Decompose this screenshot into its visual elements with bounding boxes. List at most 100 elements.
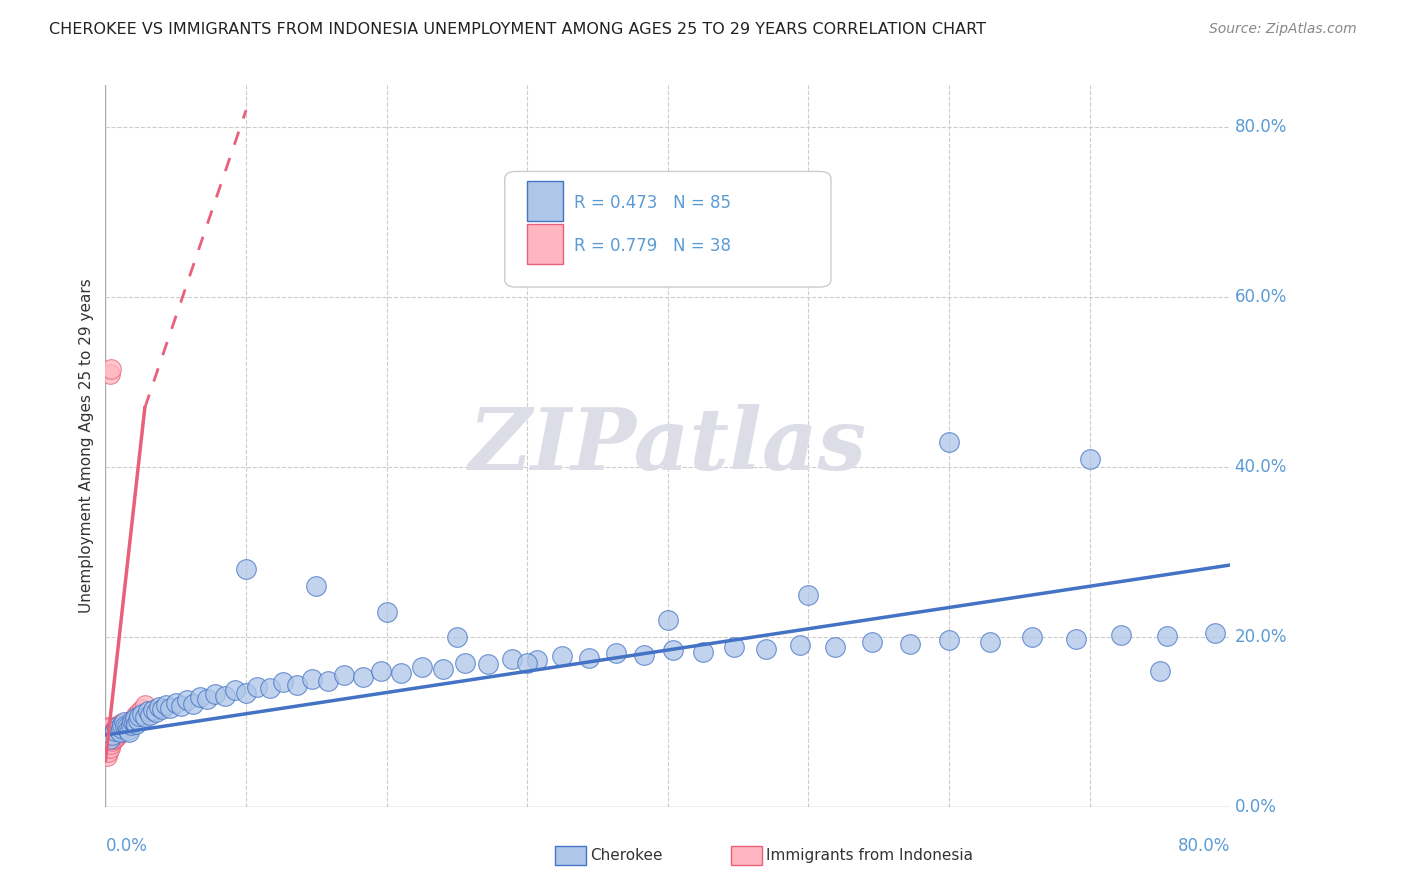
Point	[121, 714, 143, 728]
Point	[1109, 628, 1132, 642]
Text: 0.0%: 0.0%	[105, 837, 148, 855]
Point	[97, 745, 120, 759]
Point	[723, 640, 745, 655]
Point	[127, 713, 149, 727]
Point	[446, 630, 468, 644]
Point	[120, 714, 142, 728]
Point	[204, 687, 226, 701]
Point	[104, 731, 127, 745]
Y-axis label: Unemployment Among Ages 25 to 29 years: Unemployment Among Ages 25 to 29 years	[79, 278, 94, 614]
Point	[96, 723, 118, 738]
Point	[370, 665, 392, 679]
Point	[633, 648, 655, 662]
Point	[114, 719, 136, 733]
Point	[97, 728, 120, 742]
Point	[111, 722, 134, 736]
Point	[122, 715, 145, 730]
Point	[1204, 626, 1226, 640]
Point	[96, 740, 118, 755]
Point	[104, 723, 127, 738]
Point	[128, 705, 150, 719]
Point	[101, 725, 124, 739]
Point	[107, 722, 129, 736]
Point	[98, 732, 121, 747]
Point	[657, 613, 679, 627]
Text: Immigrants from Indonesia: Immigrants from Indonesia	[766, 848, 973, 863]
Point	[1156, 629, 1178, 643]
Point	[150, 701, 173, 715]
Text: 0.0%: 0.0%	[1234, 798, 1277, 816]
Point	[235, 685, 257, 699]
Point	[104, 722, 127, 736]
Point	[131, 706, 153, 721]
Point	[122, 712, 145, 726]
Point	[96, 749, 118, 764]
Point	[755, 642, 778, 657]
Point	[112, 715, 135, 730]
Point	[97, 719, 120, 733]
Point	[170, 699, 193, 714]
Point	[454, 656, 477, 670]
Point	[516, 656, 538, 670]
Point	[100, 728, 122, 742]
Point	[107, 727, 129, 741]
Point	[352, 670, 374, 684]
Point	[188, 690, 211, 704]
Point	[411, 660, 433, 674]
Point	[176, 693, 198, 707]
Point	[938, 434, 960, 449]
Point	[316, 673, 339, 688]
Point	[125, 717, 148, 731]
Point	[235, 562, 257, 576]
Point	[285, 678, 308, 692]
Point	[1149, 665, 1171, 679]
Point	[128, 709, 150, 723]
Point	[108, 725, 131, 739]
Point	[117, 723, 139, 737]
Point	[125, 708, 148, 723]
Point	[1078, 451, 1101, 466]
Point	[98, 723, 121, 738]
Point	[101, 728, 124, 742]
Point	[501, 651, 523, 665]
Point	[692, 645, 714, 659]
Point	[824, 640, 846, 654]
Point	[110, 723, 132, 738]
Point	[389, 665, 412, 680]
Point	[105, 719, 128, 733]
Point	[120, 718, 142, 732]
Text: Cherokee: Cherokee	[591, 848, 664, 863]
Point	[1021, 630, 1043, 644]
Point	[100, 719, 122, 733]
Point	[108, 717, 131, 731]
Point	[477, 657, 499, 672]
Point	[375, 605, 398, 619]
Point	[551, 648, 574, 663]
Text: R = 0.779   N = 38: R = 0.779 N = 38	[575, 237, 731, 255]
Point	[111, 718, 134, 732]
Point	[136, 704, 159, 718]
Text: 60.0%: 60.0%	[1234, 288, 1286, 306]
Point	[898, 637, 921, 651]
Point	[105, 720, 128, 734]
Point	[148, 700, 170, 714]
Point	[142, 702, 165, 716]
Point	[159, 701, 181, 715]
Point	[98, 367, 121, 381]
Point	[246, 680, 269, 694]
Point	[115, 720, 138, 734]
Point	[578, 650, 600, 665]
Point	[432, 662, 454, 676]
Text: 80.0%: 80.0%	[1178, 837, 1230, 855]
Point	[526, 653, 548, 667]
Point	[105, 729, 128, 743]
Text: 20.0%: 20.0%	[1234, 628, 1286, 647]
Point	[605, 647, 627, 661]
Point	[224, 682, 246, 697]
Point	[124, 711, 146, 725]
Point	[103, 732, 125, 747]
Point	[101, 734, 124, 748]
FancyBboxPatch shape	[505, 171, 831, 287]
Point	[96, 732, 118, 747]
Text: CHEROKEE VS IMMIGRANTS FROM INDONESIA UNEMPLOYMENT AMONG AGES 25 TO 29 YEARS COR: CHEROKEE VS IMMIGRANTS FROM INDONESIA UN…	[49, 22, 986, 37]
